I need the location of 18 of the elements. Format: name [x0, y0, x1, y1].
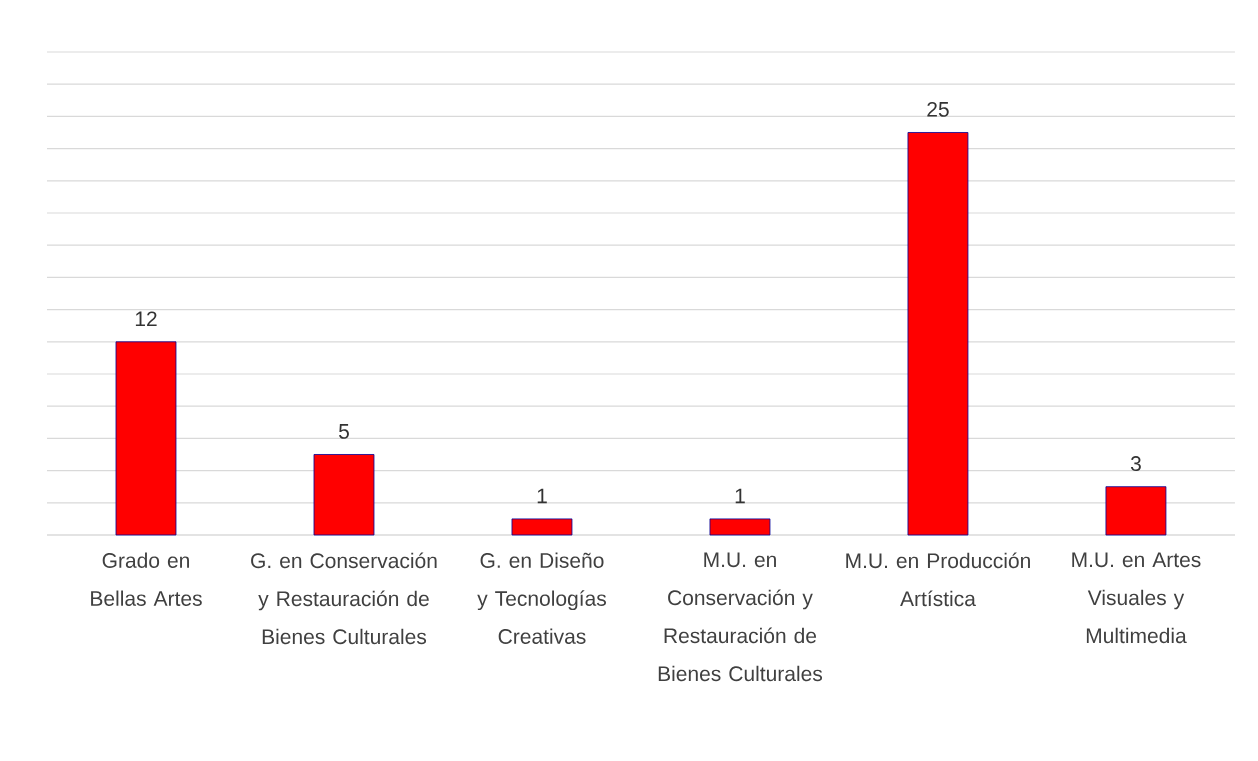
- x-tick-label: G. en Diseño y Tecnologías Creativas: [477, 552, 606, 644]
- bar: [907, 132, 969, 536]
- data-label: 3: [1130, 456, 1141, 471]
- x-tick-label: M.U. en Artes Visuales y Multimedia: [1072, 552, 1201, 644]
- data-label: 1: [537, 488, 547, 504]
- bar: [313, 454, 375, 536]
- data-label: 1: [735, 488, 745, 504]
- data-label: 5: [338, 424, 349, 439]
- data-label: 25: [927, 101, 949, 117]
- bar: [709, 518, 771, 536]
- x-tick-label: M.U. en Producción Artística: [846, 552, 1030, 607]
- x-tick-label: G. en Conservación y Restauración de Bienes Culturales: [251, 552, 437, 645]
- bar: [1105, 486, 1167, 536]
- bar: [511, 518, 573, 536]
- bar: [115, 341, 177, 536]
- x-tick-label: M.U. en Conservación y Restauración de Bienes Culturales: [658, 552, 823, 682]
- data-label: 12: [135, 311, 157, 327]
- x-tick-label: Grado en Bellas Artes: [91, 552, 202, 606]
